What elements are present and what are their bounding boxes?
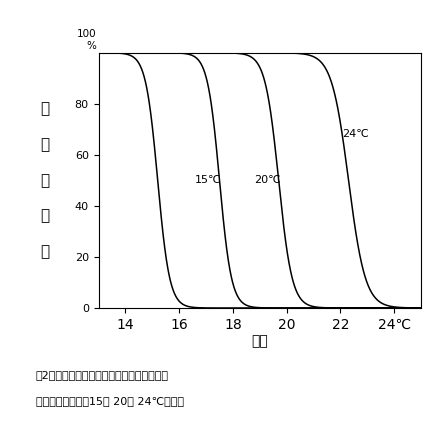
Text: 間: 間 [40, 102, 49, 117]
Text: 20℃: 20℃ [254, 176, 281, 185]
Text: 発: 発 [40, 173, 49, 188]
Text: の水温：図中の15、 20、 24℃は気温: の水温：図中の15、 20、 24℃は気温 [36, 396, 184, 406]
Text: 接: 接 [40, 137, 49, 152]
Text: 率: 率 [40, 244, 49, 259]
Text: 芽: 芽 [40, 209, 49, 224]
Text: 水温: 水温 [251, 334, 268, 348]
Text: 図2．　迷走子のう形成時の気温と間接発芽: 図2． 迷走子のう形成時の気温と間接発芽 [36, 370, 169, 380]
Text: 24℃: 24℃ [342, 129, 369, 139]
Text: 15℃: 15℃ [195, 176, 222, 185]
Text: 100
%: 100 % [77, 29, 96, 51]
